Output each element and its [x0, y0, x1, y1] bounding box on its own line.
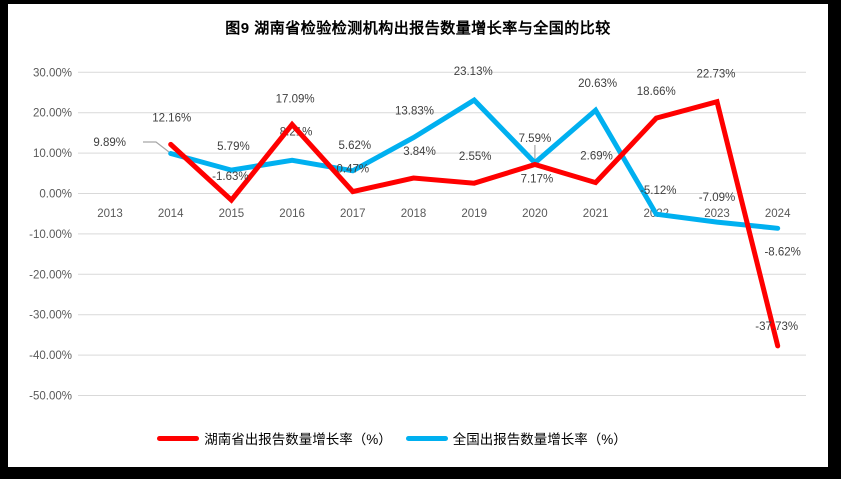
series-line-hunan	[168, 98, 781, 349]
data-label-national: -5.12%	[640, 185, 676, 197]
x-axis-tick-label: 2016	[279, 208, 305, 220]
y-axis-tick-label: -50.00%	[29, 391, 72, 403]
data-label-national: 7.59%	[519, 133, 552, 145]
legend-item-hunan: 湖南省出报告数量增长率（%）	[157, 428, 392, 448]
legend-label-national: 全国出报告数量增长率（%）	[452, 432, 627, 447]
data-label-leader-line	[143, 141, 170, 153]
data-label-national: 5.62%	[338, 140, 371, 152]
chart-legend: 湖南省出报告数量增长率（%） 全国出报告数量增长率（%）	[0, 428, 802, 448]
data-label-national: 20.63%	[578, 78, 617, 90]
x-axis-tick-label: 2015	[219, 208, 245, 220]
x-axis-tick-label: 2024	[765, 208, 791, 220]
legend-item-national: 全国出报告数量增长率（%）	[405, 428, 627, 448]
x-axis-tick-label: 2020	[522, 208, 548, 220]
y-axis-tick-label: 10.00%	[33, 148, 72, 160]
data-label-national: 9.89%	[93, 137, 126, 149]
y-axis-tick-label: 30.00%	[33, 67, 72, 79]
legend-marker-hunan-line-icon	[157, 435, 200, 441]
data-label-hunan: -37.73%	[755, 321, 798, 333]
x-axis-tick-label: 2019	[461, 208, 487, 220]
data-label-hunan: 3.84%	[403, 146, 436, 158]
data-label-hunan: 0.47%	[336, 164, 369, 176]
data-label-national: -8.62%	[764, 246, 800, 258]
data-label-hunan: 7.17%	[521, 174, 554, 186]
chart-title: 图9 湖南省检验检测机构出报告数量增长率与全国的比较	[225, 20, 611, 37]
data-label-hunan: 2.55%	[459, 151, 492, 163]
data-label-national: 23.13%	[454, 66, 493, 78]
y-axis-tick-label: -20.00%	[29, 269, 72, 281]
data-label-hunan: 22.73%	[696, 69, 735, 81]
y-axis-tick-label: -40.00%	[29, 350, 72, 362]
data-label-national: 13.83%	[395, 106, 434, 118]
series-line-national	[168, 96, 781, 231]
y-axis-tick-label: 0.00%	[39, 189, 72, 201]
y-axis-tick-label: 20.00%	[33, 108, 72, 120]
data-label-hunan: -1.63%	[212, 171, 248, 183]
x-axis-tick-label: 2014	[158, 208, 184, 220]
legend-label-hunan: 湖南省出报告数量增长率（%）	[204, 432, 392, 447]
y-axis-tick-label: -10.00%	[29, 229, 72, 241]
data-label-hunan: 17.09%	[276, 93, 315, 105]
legend-marker-national-line-icon	[405, 435, 448, 441]
data-label-national: 5.79%	[217, 141, 250, 153]
x-axis-tick-label: 2013	[97, 208, 123, 220]
line-chart: 30.00% 20.00% 10.00% 0.00% -10.00% -20.00% -30…	[29, 66, 806, 403]
x-axis-tick-label: 2018	[401, 208, 427, 220]
x-axis-tick-label: 2017	[340, 208, 366, 220]
data-label-national: -7.09%	[699, 192, 735, 204]
x-axis-tick-label: 2021	[583, 208, 609, 220]
data-label-hunan: 2.69%	[580, 151, 613, 163]
data-label-hunan: 12.16%	[152, 112, 191, 124]
y-axis-tick-label: -30.00%	[29, 310, 72, 322]
chart-area: 图9 湖南省检验检测机构出报告数量增长率与全国的比较 30.00% 20.00% 1…	[8, 4, 828, 467]
x-axis-tick-label: 2023	[704, 208, 730, 220]
data-label-hunan: 18.66%	[637, 86, 676, 98]
